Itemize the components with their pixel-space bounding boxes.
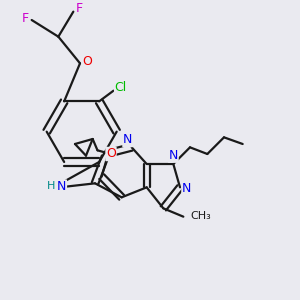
Text: CH₃: CH₃ [191,211,212,221]
Text: F: F [76,2,83,16]
Text: O: O [106,148,116,160]
Text: H: H [47,181,55,191]
Text: N: N [123,134,132,146]
Text: N: N [57,180,66,193]
Text: F: F [22,12,29,25]
Text: N: N [182,182,191,196]
Text: N: N [169,149,178,162]
Text: O: O [82,55,92,68]
Text: Cl: Cl [115,80,127,94]
